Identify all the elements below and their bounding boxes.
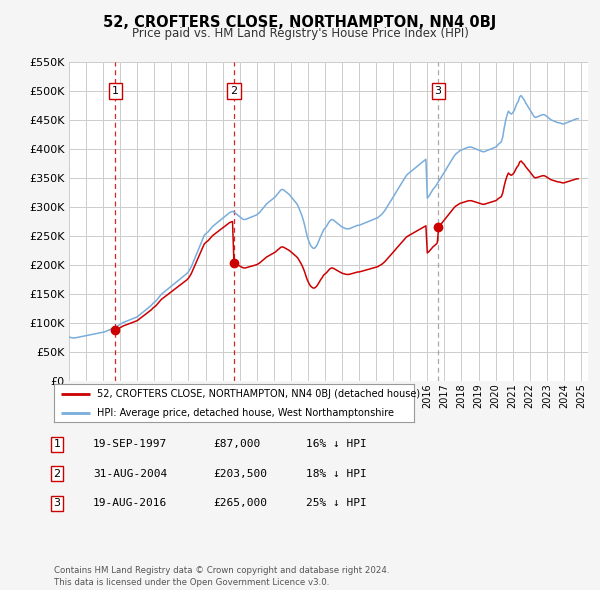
Text: £87,000: £87,000 bbox=[213, 440, 260, 449]
Text: £203,500: £203,500 bbox=[213, 469, 267, 478]
Text: 18% ↓ HPI: 18% ↓ HPI bbox=[306, 469, 367, 478]
Text: 16% ↓ HPI: 16% ↓ HPI bbox=[306, 440, 367, 449]
Text: 25% ↓ HPI: 25% ↓ HPI bbox=[306, 499, 367, 508]
Text: 3: 3 bbox=[434, 86, 442, 96]
Text: 19-AUG-2016: 19-AUG-2016 bbox=[93, 499, 167, 508]
Text: Price paid vs. HM Land Registry's House Price Index (HPI): Price paid vs. HM Land Registry's House … bbox=[131, 27, 469, 40]
Text: 2: 2 bbox=[230, 86, 238, 96]
Text: HPI: Average price, detached house, West Northamptonshire: HPI: Average price, detached house, West… bbox=[97, 408, 394, 418]
Text: 1: 1 bbox=[112, 86, 119, 96]
Text: 31-AUG-2004: 31-AUG-2004 bbox=[93, 469, 167, 478]
Text: 1: 1 bbox=[53, 440, 61, 449]
Text: £265,000: £265,000 bbox=[213, 499, 267, 508]
Text: 52, CROFTERS CLOSE, NORTHAMPTON, NN4 0BJ: 52, CROFTERS CLOSE, NORTHAMPTON, NN4 0BJ bbox=[103, 15, 497, 30]
Text: 3: 3 bbox=[53, 499, 61, 508]
Text: 2: 2 bbox=[53, 469, 61, 478]
Text: 19-SEP-1997: 19-SEP-1997 bbox=[93, 440, 167, 449]
Text: 52, CROFTERS CLOSE, NORTHAMPTON, NN4 0BJ (detached house): 52, CROFTERS CLOSE, NORTHAMPTON, NN4 0BJ… bbox=[97, 389, 421, 399]
Text: Contains HM Land Registry data © Crown copyright and database right 2024.
This d: Contains HM Land Registry data © Crown c… bbox=[54, 566, 389, 587]
